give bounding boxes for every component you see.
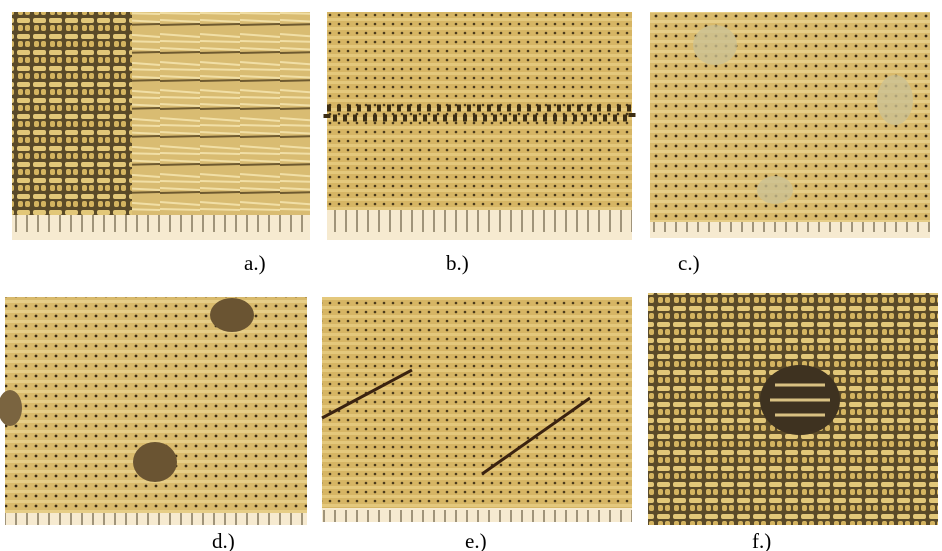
panel-label: e.): [465, 529, 487, 551]
panel-label: d.): [212, 529, 235, 551]
photo-a: [12, 12, 310, 240]
panel-label: f.): [752, 529, 771, 551]
photo-b: [327, 12, 632, 240]
photo-d: [0, 297, 307, 525]
page: a.) b.) c.) d.) e.) f.) (() => { const d…: [0, 0, 942, 551]
panel-label: b.): [446, 251, 469, 275]
photo-f: [648, 293, 938, 525]
photo-c: [650, 12, 930, 238]
panel-label: c.): [678, 251, 700, 275]
panel-label: a.): [244, 251, 266, 275]
photo-e: [322, 297, 632, 522]
figure: a.) b.) c.) d.) e.) f.): [0, 0, 942, 551]
